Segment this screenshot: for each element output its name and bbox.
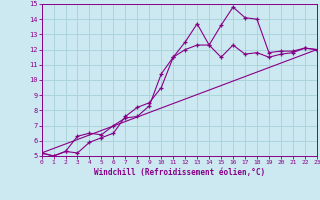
X-axis label: Windchill (Refroidissement éolien,°C): Windchill (Refroidissement éolien,°C): [94, 168, 265, 177]
